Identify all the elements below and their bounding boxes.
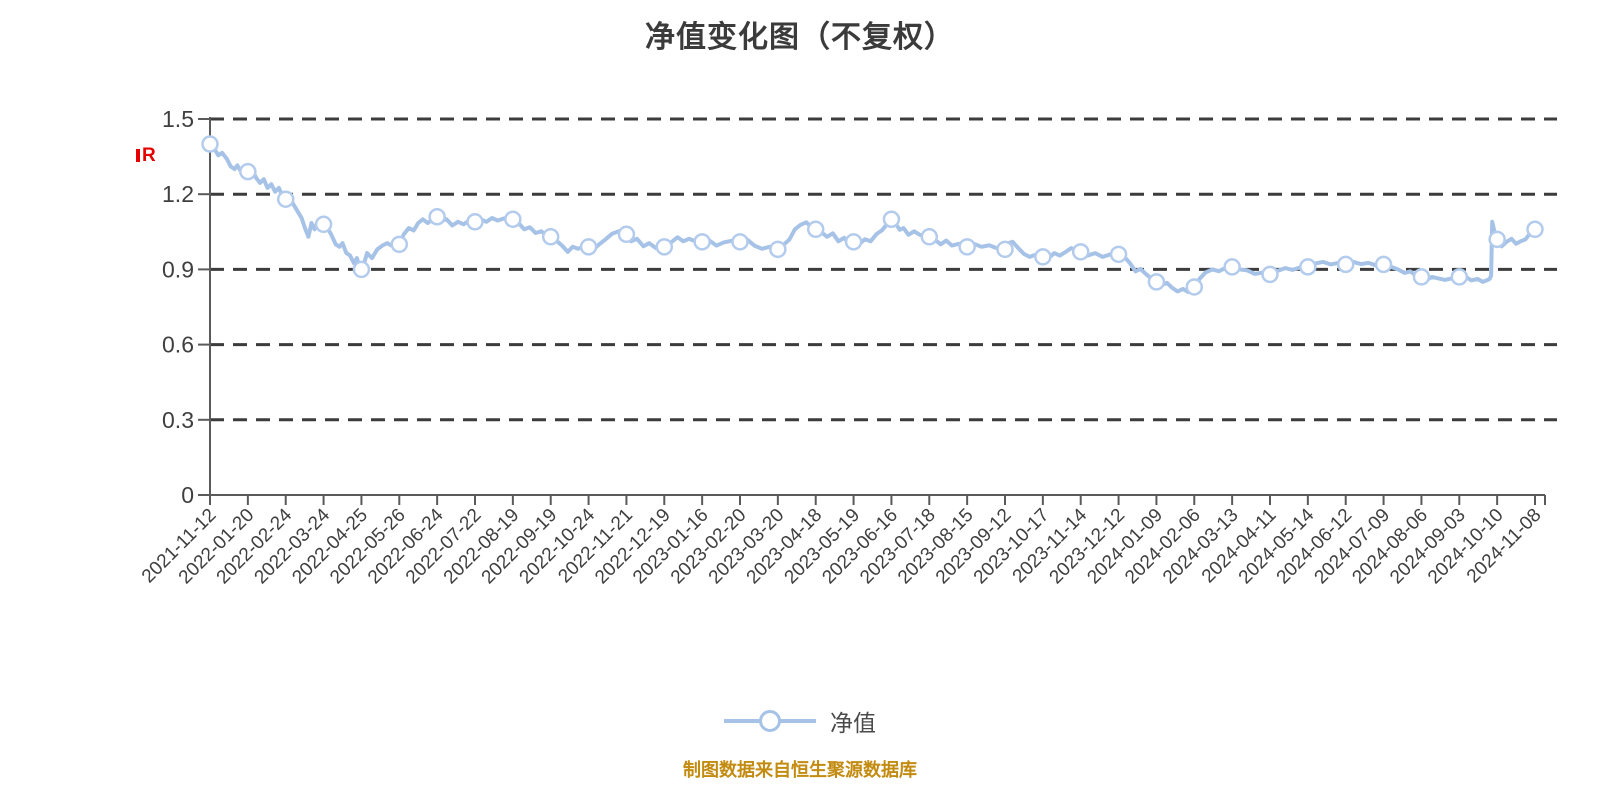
nav-point-2024-03-13: [1223, 258, 1241, 276]
nav-point-2023-05-19: [844, 233, 863, 251]
y-tick-label: 0.3: [162, 407, 194, 433]
nav-point-2023-01-16: [693, 233, 711, 251]
y-tick-label: 0: [181, 482, 194, 508]
nav-point-2024-08-06: [1412, 268, 1431, 286]
nav-point-2021-11-12: [201, 135, 219, 153]
dividend-flag-bar: [136, 149, 140, 162]
nav-point-2024-04-11: [1261, 265, 1279, 284]
nav-point-2023-11-14: [1071, 243, 1090, 261]
page-title: 净值变化图（不复权）: [645, 21, 955, 54]
nav-point-2023-09-12: [996, 240, 1014, 259]
nav-point-2023-04-18: [806, 220, 825, 239]
nav-point-2023-08-15: [958, 238, 976, 256]
nav-point-2022-02-24: [276, 190, 295, 208]
legend-label: 净值: [830, 710, 876, 736]
nav-point-2024-07-09: [1374, 255, 1393, 274]
nav-point-2022-10-24: [579, 238, 598, 256]
nav-point-2023-10-17: [1034, 248, 1052, 266]
y-tick-label: 0.9: [162, 256, 194, 282]
nav-point-2022-11-21: [617, 225, 636, 244]
nav-point-2024-01-09: [1147, 273, 1166, 291]
nav-point-2022-06-24: [428, 208, 446, 226]
nav-point-2022-01-20: [239, 162, 257, 181]
nav-point-2024-02-06: [1185, 278, 1204, 296]
nav-point-2022-08-19: [504, 210, 522, 229]
nav-point-2022-09-19: [541, 228, 560, 246]
nav-point-2024-09-03: [1450, 268, 1469, 286]
nav-point-2023-03-20: [769, 240, 787, 259]
nav-point-2023-02-20: [731, 233, 749, 251]
nav-point-2023-12-12: [1109, 245, 1128, 264]
chart-legend: 净值: [0, 704, 1600, 738]
y-tick-label: 1.5: [162, 106, 194, 132]
dividend-flag-letter: R: [142, 145, 156, 166]
dividend-flag: R: [136, 146, 156, 165]
y-tick-label: 1.2: [162, 181, 194, 207]
nav-point-2022-07-22: [466, 213, 484, 231]
nav-point-2022-04-25: [352, 260, 371, 279]
nav-point-2024-10-10: [1488, 230, 1506, 249]
nav-point-2022-03-24: [314, 215, 333, 234]
y-tick-label: 0.6: [162, 332, 194, 358]
nav-point-2024-05-14: [1299, 258, 1317, 276]
legend-line-marker-icon: [724, 710, 816, 732]
nav-point-2022-12-19: [655, 238, 674, 256]
data-source-note: 制图数据来自恒生聚源数据库: [683, 760, 917, 780]
nav-line: [208, 142, 1537, 294]
nav-point-2022-05-26: [390, 235, 409, 254]
nav-point-2023-07-18: [920, 228, 939, 246]
nav-point-2024-06-12: [1336, 255, 1355, 274]
nav-point-2023-06-16: [882, 210, 901, 229]
nav-point-2024-11-08: [1526, 220, 1544, 239]
